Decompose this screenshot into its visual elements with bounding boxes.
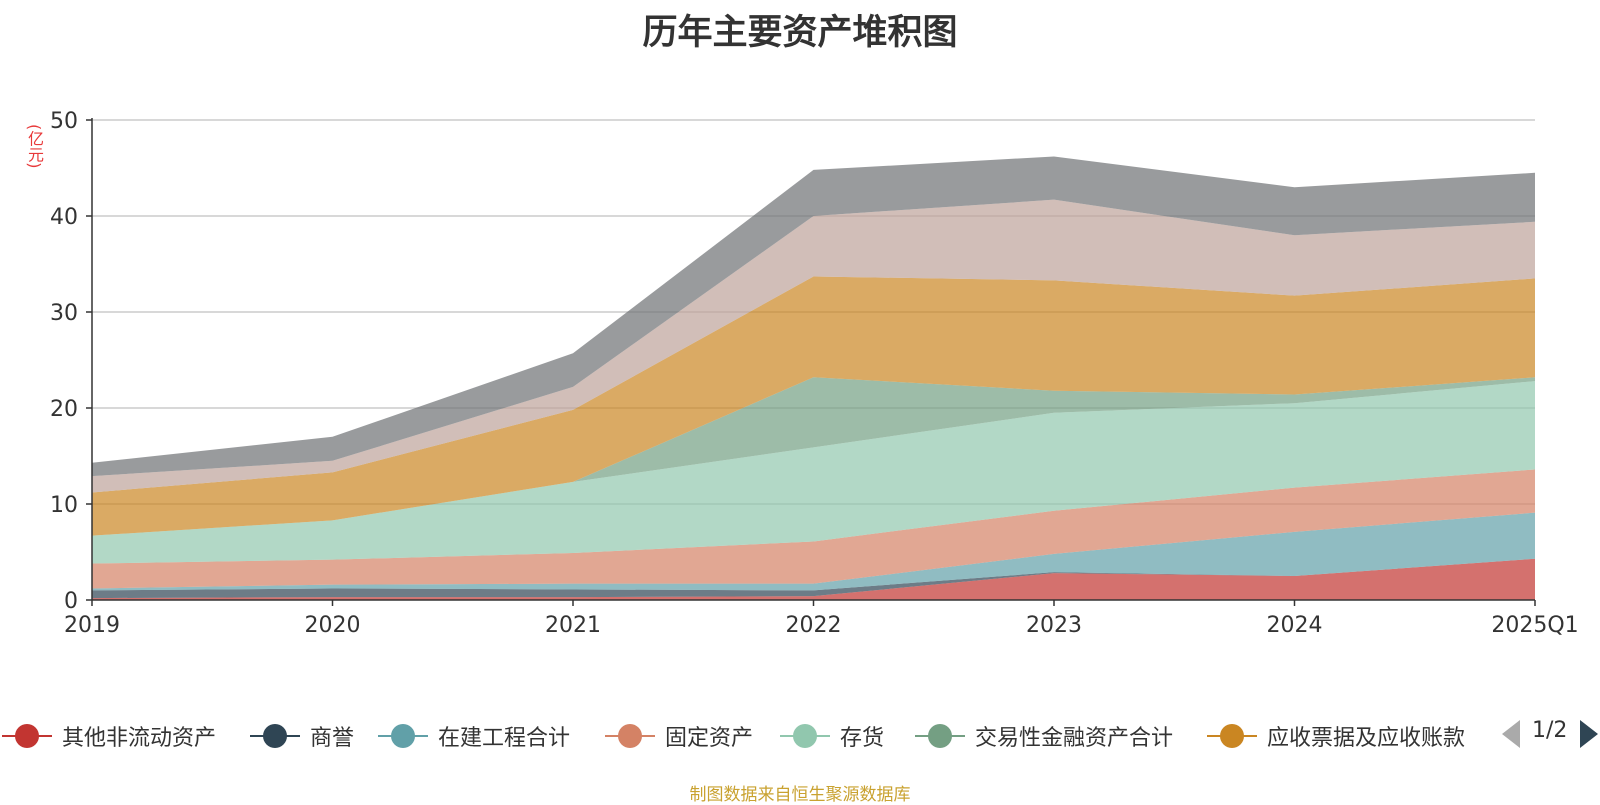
x-tick-label-3: 2022 — [786, 613, 842, 638]
legend-label-4: 存货 — [840, 726, 885, 751]
area-series-2 — [92, 512, 1535, 591]
legend-item-3[interactable]: 固定资产 — [605, 718, 753, 754]
legend-label-3: 固定资产 — [665, 726, 754, 751]
legend-label-0: 其他非流动资产 — [62, 726, 217, 751]
area-series-6 — [92, 276, 1535, 536]
legend-label-2: 在建工程合计 — [438, 726, 571, 751]
axis-layer: 0 10 20 30 40 50 2019 2020 2021 2022 2023 2024 2025Q… — [50, 109, 1579, 638]
legend-item-1[interactable]: 商誉 — [250, 718, 354, 754]
legend-item-5[interactable]: 交易性金融资产合计 — [915, 718, 1173, 754]
legend-item-4[interactable]: 存货 — [780, 718, 884, 754]
area-series-4 — [92, 381, 1535, 564]
legend-prev-page-icon[interactable] — [1502, 720, 1520, 748]
chart-title: 历年主要资产堆积图 — [642, 13, 958, 53]
legend-item-6[interactable]: 应收票据及应收账款 — [1207, 718, 1465, 754]
y-tick-label-4: 40 — [50, 205, 78, 230]
x-tick-label-6: 2025Q1 — [1491, 613, 1578, 638]
legend-swatch-3 — [605, 724, 655, 748]
legend-swatch-0 — [2, 724, 52, 748]
legend-swatch-6 — [1207, 724, 1257, 748]
y-axis-unit-label: (亿元) — [25, 124, 44, 169]
x-tick-label-5: 2024 — [1267, 613, 1323, 638]
legend-label-1: 商誉 — [310, 726, 355, 751]
area-series-5 — [92, 377, 1535, 536]
y-tick-label-2: 20 — [50, 397, 78, 422]
legend-label-6: 应收票据及应收账款 — [1267, 726, 1466, 751]
area-series-3 — [92, 469, 1535, 589]
y-tick-label-1: 10 — [50, 493, 78, 518]
x-tick-label-2: 2021 — [545, 613, 601, 638]
legend-swatch-4 — [780, 724, 830, 748]
legend-swatch-2 — [378, 724, 428, 748]
y-tick-label-0: 0 — [64, 589, 78, 614]
area-layer — [92, 156, 1535, 600]
area-series-7 — [92, 199, 1535, 493]
x-tick-label-4: 2023 — [1026, 613, 1082, 638]
legend-swatch-1 — [250, 724, 300, 748]
legend-page-indicator: 1/2 — [1532, 718, 1568, 743]
source-note: 制图数据来自恒生聚源数据库 — [689, 785, 911, 805]
legend-next-page-icon[interactable] — [1580, 720, 1598, 748]
legend-item-2[interactable]: 在建工程合计 — [378, 718, 570, 754]
y-tick-label-3: 30 — [50, 301, 78, 326]
area-series-0 — [92, 558, 1535, 600]
legend-swatch-5 — [915, 724, 965, 748]
area-series-8 — [92, 156, 1535, 477]
legend-label-5: 交易性金融资产合计 — [975, 726, 1174, 751]
area-series-1 — [92, 558, 1535, 599]
x-tick-label-0: 2019 — [64, 613, 120, 638]
x-tick-label-1: 2020 — [305, 613, 361, 638]
y-tick-label-5: 50 — [50, 109, 78, 134]
legend-item-0[interactable]: 其他非流动资产 — [2, 718, 216, 754]
